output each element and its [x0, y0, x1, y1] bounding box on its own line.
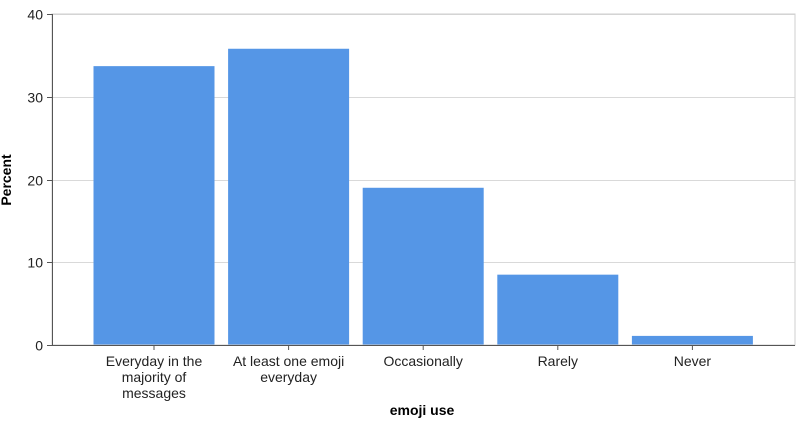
x-tick-labels: Everyday in the majority of messages At lea… [106, 353, 712, 401]
bar [497, 274, 619, 345]
y-tick-label: 20 [27, 173, 43, 189]
axes [47, 13, 796, 350]
y-tick-label: 30 [27, 90, 43, 106]
x-tick-label: Occasionally [384, 353, 463, 369]
y-tick-label: 10 [27, 255, 43, 271]
y-tick-labels: 0 10 20 30 40 [27, 7, 43, 354]
x-tick-label: Never [674, 353, 712, 369]
bars [93, 48, 753, 345]
y-tick-label: 0 [35, 338, 43, 354]
y-tick-label: 40 [27, 7, 43, 23]
x-tick-label: Rarely [538, 353, 578, 369]
bar [93, 66, 215, 345]
x-axis-title: emoji use [390, 402, 455, 418]
x-tick-label: Everyday in the majority of messages [106, 353, 203, 401]
bar [228, 48, 350, 345]
x-tick-label: At least one emoji everyday [233, 353, 344, 385]
bar [362, 187, 484, 345]
y-axis-title: Percent [0, 154, 14, 206]
bar [631, 335, 753, 345]
